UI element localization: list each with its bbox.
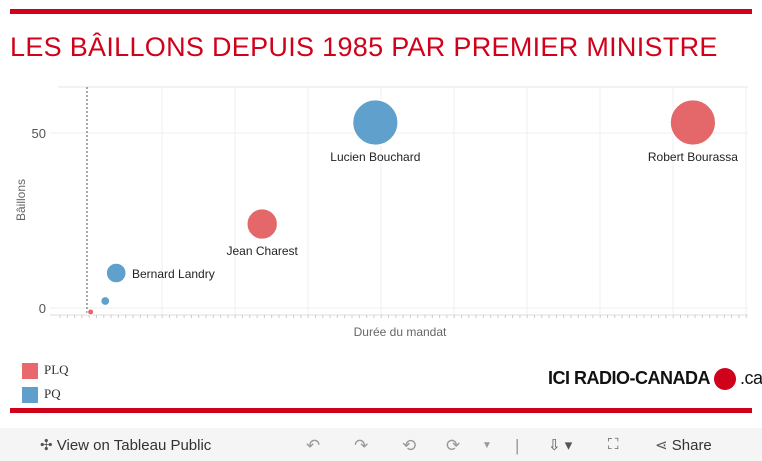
data-label: Bernard Landry bbox=[132, 267, 215, 281]
cbc-gem-icon bbox=[714, 368, 736, 391]
tableau-icon: ✣ bbox=[40, 437, 53, 454]
page-title: LES BÂILLONS DEPUIS 1985 PAR PREMIER MIN… bbox=[10, 32, 718, 62]
data-point bbox=[100, 296, 111, 306]
view-on-tableau-button[interactable]: ✣ View on Tableau Public bbox=[40, 437, 212, 454]
tableau-toolbar: ✣ View on Tableau Public ↶ ↷ ⟲ ⟳ ▼ | ⇩ ▾… bbox=[0, 428, 762, 461]
data-point bbox=[246, 208, 278, 240]
data-label: Lucien Bouchard bbox=[330, 150, 420, 164]
y-tick-label: 50 bbox=[32, 126, 46, 141]
pause-dropdown-icon[interactable]: ▼ bbox=[482, 440, 492, 451]
y-axis-label: Bâillons bbox=[14, 179, 28, 221]
fullscreen-icon[interactable]: ⛶ bbox=[608, 436, 619, 453]
data-point bbox=[87, 308, 95, 316]
legend-label: PQ bbox=[44, 386, 61, 401]
divider: | bbox=[515, 436, 520, 455]
scatter-chart: 0 50 Durée du mandat Bâillons Bernard Landry… bbox=[14, 86, 748, 339]
legend-item-plq[interactable]: PLQ bbox=[22, 362, 69, 380]
redo-icon[interactable]: ↷ bbox=[354, 436, 369, 455]
legend-label: PLQ bbox=[44, 362, 69, 377]
top-rule bbox=[10, 9, 752, 14]
legend-item-pq[interactable]: PQ bbox=[22, 386, 61, 404]
download-icon[interactable]: ⇩ ▾ bbox=[548, 437, 573, 454]
bottom-rule bbox=[10, 408, 752, 413]
legend-swatch bbox=[22, 387, 38, 404]
y-tick-label: 0 bbox=[39, 301, 46, 316]
legend-swatch bbox=[22, 363, 38, 380]
data-point bbox=[669, 99, 716, 146]
x-axis-label: Durée du mandat bbox=[354, 325, 447, 339]
data-label: Jean Charest bbox=[227, 244, 299, 258]
data-label: Robert Bourassa bbox=[648, 150, 738, 164]
refresh-icon[interactable]: ⟳ bbox=[446, 436, 461, 455]
radio-canada-logo: ICI RADIO-CANADA .ca bbox=[548, 368, 762, 391]
share-icon: ⋖ bbox=[655, 437, 668, 454]
revert-icon[interactable]: ⟲ bbox=[402, 436, 417, 455]
data-point bbox=[352, 99, 399, 146]
share-button[interactable]: ⋖ Share bbox=[655, 437, 712, 454]
data-point bbox=[105, 262, 127, 284]
undo-icon[interactable]: ↶ bbox=[306, 436, 321, 455]
